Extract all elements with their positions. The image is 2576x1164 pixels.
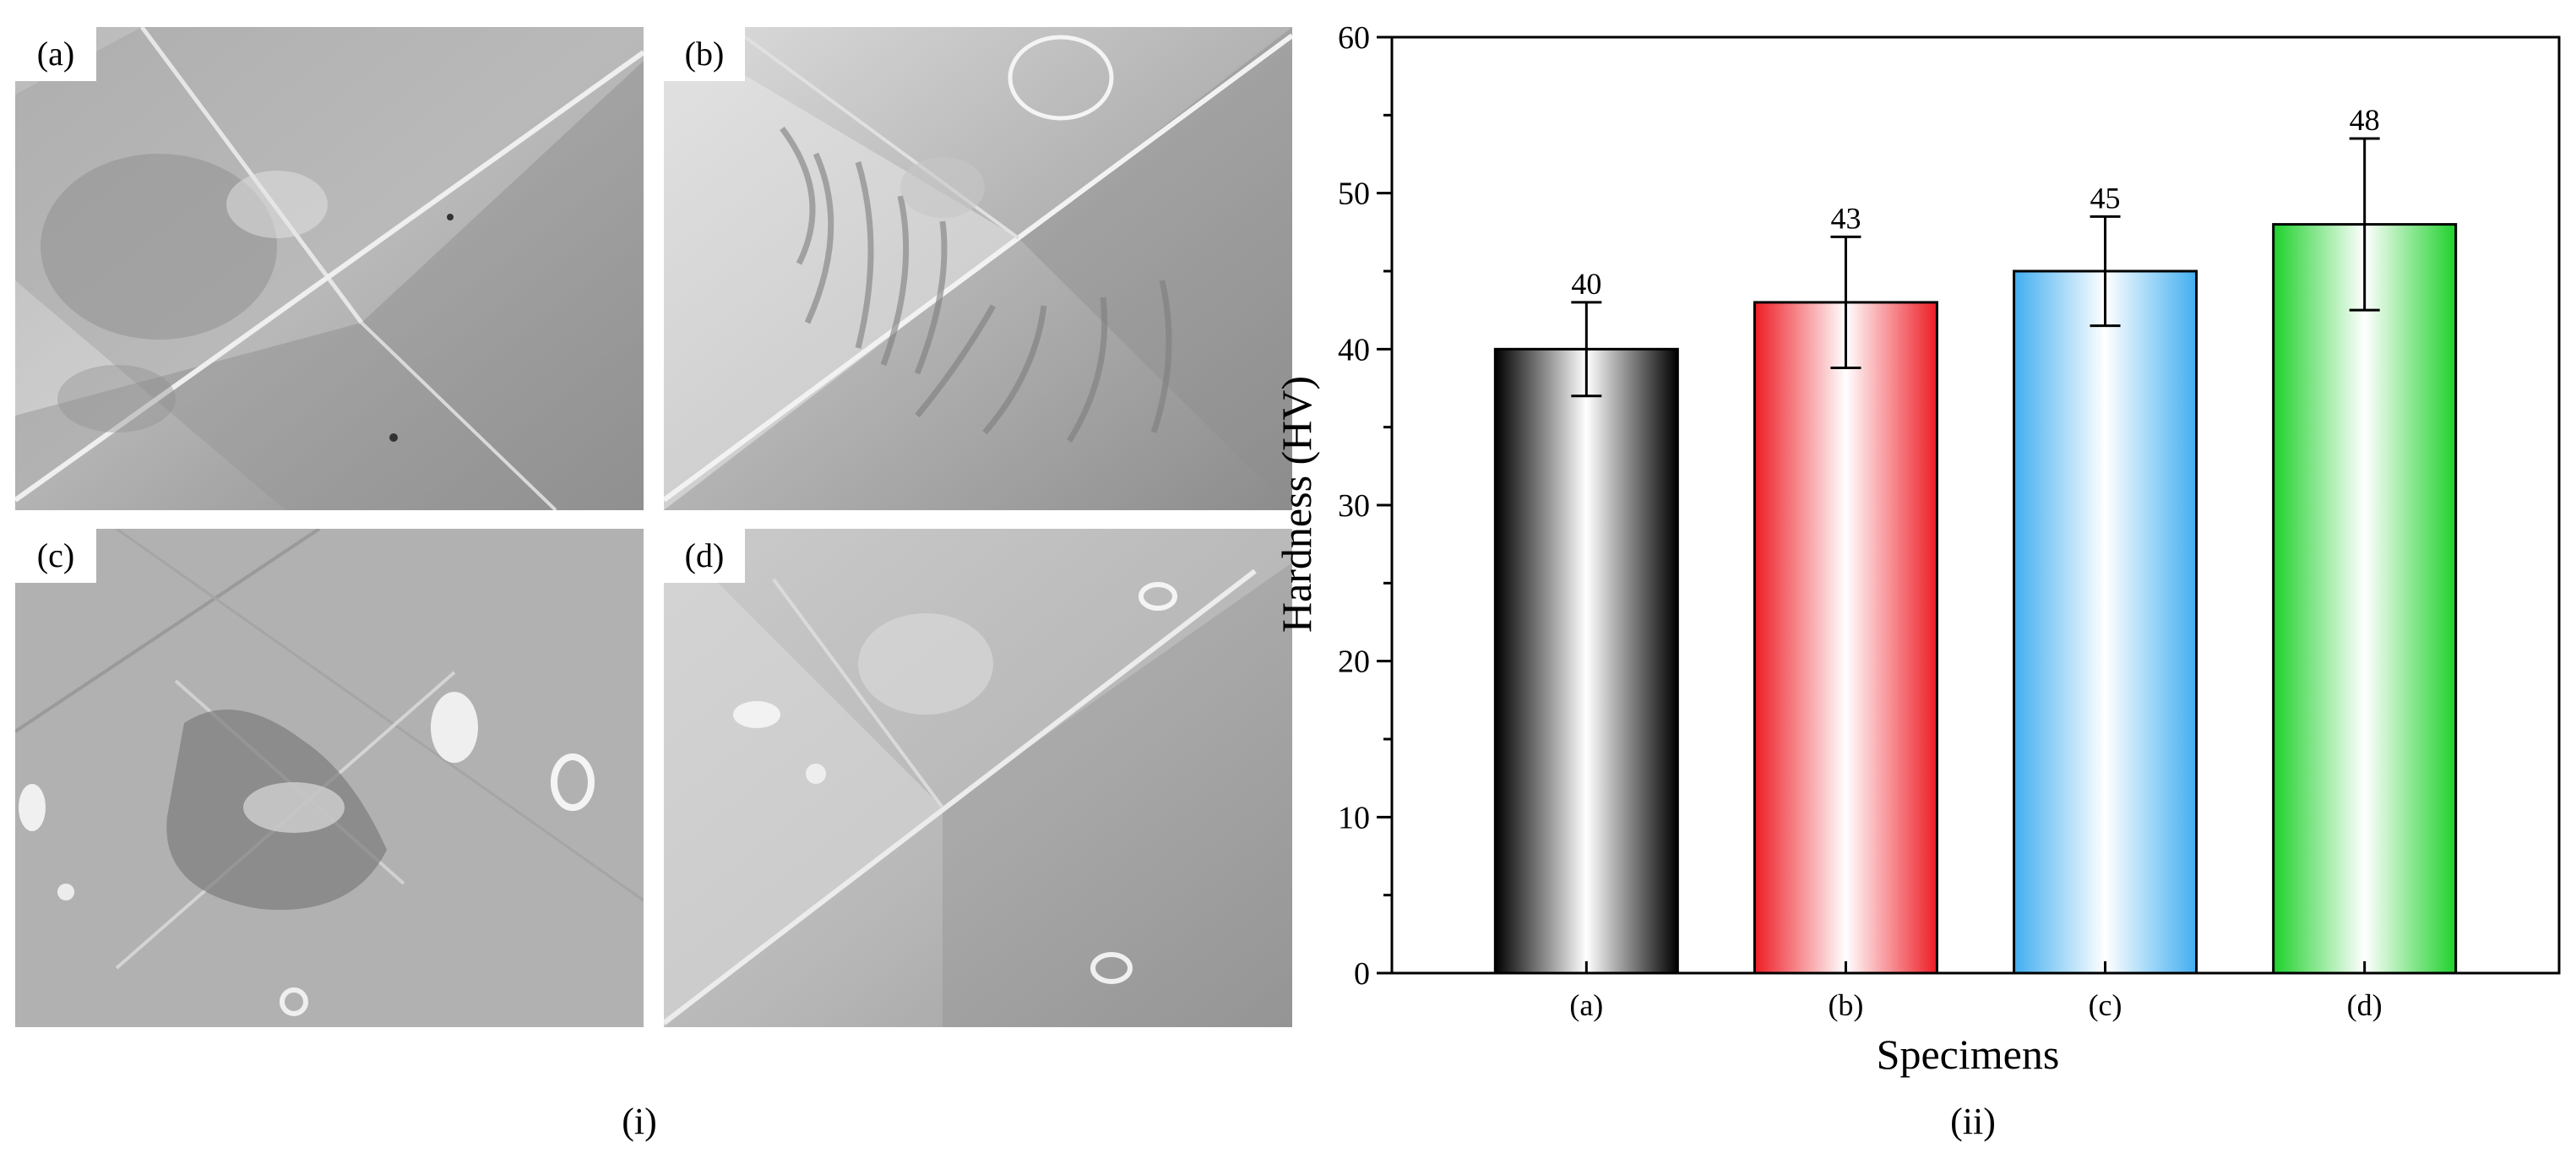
y-tick-label-30: 30 [1338,488,1370,524]
value-label-3: 45 [2090,181,2121,215]
micrograph-a-image [15,27,644,510]
micrograph-c-image [15,529,644,1027]
y-tick-label-60: 60 [1338,20,1370,56]
chart-axes: (a) (b) (c) (d) 0 10 20 30 40 50 60 [1338,20,2561,1022]
x-axis-title: Specimens [1877,1031,2060,1078]
micrograph-b-label: (b) [664,27,745,81]
x-tick-label-1: (a) [1569,988,1603,1022]
y-tick-label-0: 0 [1354,956,1370,992]
y-axis-title: Hardness (HV) [1273,376,1320,633]
micrograph-b: (b) [664,27,1292,510]
y-tick-label-20: 20 [1338,645,1370,680]
micrograph-a: (a) [15,27,644,510]
bar-3 [2013,269,2198,975]
bar-4 [2272,223,2458,975]
bar-2 [1753,301,1938,975]
chart-bars: 40 43 45 48 [1493,103,2458,975]
value-label-2: 43 [1830,201,1861,235]
x-tick-label-2: (b) [1828,988,1863,1022]
figure-label-ii: (ii) [1950,1101,1996,1142]
y-tick-label-50: 50 [1338,177,1370,212]
y-tick-label-10: 10 [1338,800,1370,835]
micrograph-c: (c) [15,529,644,1027]
micrograph-d-image [664,529,1292,1027]
x-tick-label-4: (d) [2347,988,2383,1022]
micrograph-d-label: (d) [664,529,745,583]
micrograph-a-label: (a) [15,27,96,81]
micrograph-c-label: (c) [15,529,96,583]
value-label-1: 40 [1571,267,1601,301]
micrograph-d: (d) [664,529,1292,1027]
figure-label-i: (i) [622,1101,657,1142]
x-tick-label-3: (c) [2089,988,2122,1022]
value-label-4: 48 [2350,103,2380,137]
y-tick-label-40: 40 [1338,332,1370,367]
bar-1 [1493,347,1679,975]
micrograph-b-image [664,27,1292,510]
